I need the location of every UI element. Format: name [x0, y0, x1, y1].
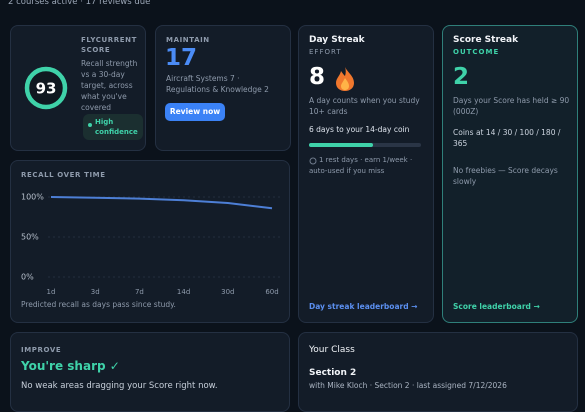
- score-streak-card: Score Streak OUTCOME 2 Days your Score h…: [442, 25, 578, 323]
- maintain-card: MAINTAIN 17 Aircraft Systems 7 · Regulat…: [155, 25, 291, 151]
- rest-days-text: 1 rest days · earn 1/week · auto-used if…: [309, 156, 413, 175]
- coins-text: Coins at 14 / 30 / 100 / 180 / 365: [453, 128, 561, 148]
- day-leaderboard-link[interactable]: Day streak leaderboard →: [309, 302, 418, 311]
- score-streak-title: Score Streak: [453, 35, 519, 45]
- maintain-label: MAINTAIN: [166, 36, 210, 44]
- score-gauge: 93: [24, 66, 68, 110]
- improve-description: No weak areas dragging your Score right …: [21, 381, 218, 391]
- confidence-text: High confidence: [95, 118, 138, 136]
- score-leaderboard-link[interactable]: Score leaderboard →: [453, 302, 540, 311]
- class-details: with Mike Kloch · Section 2 · last assig…: [309, 381, 507, 390]
- rest-icon: [309, 157, 317, 165]
- x-tick-label: 1d: [47, 288, 56, 296]
- recall-line: [50, 196, 273, 210]
- class-title: Your Class: [309, 345, 355, 355]
- day-streak-card: Day Streak EFFORT 8 A day counts when yo…: [298, 25, 434, 323]
- improve-headline: You're sharp ✓: [21, 359, 120, 373]
- x-tick-label: 60d: [265, 288, 278, 296]
- improve-card: IMPROVE You're sharp ✓ No weak areas dra…: [10, 332, 290, 412]
- class-card: Your Class Section 2 with Mike Kloch · S…: [298, 332, 578, 412]
- maintain-topics: Aircraft Systems 7 · Regulations & Knowl…: [166, 74, 269, 94]
- score-card: 93 FLYCURRENT SCORE Recall strength vs a…: [10, 25, 146, 151]
- day-streak-count: 8: [309, 64, 326, 90]
- improve-label: IMPROVE: [21, 346, 62, 354]
- progress-track: [309, 143, 421, 147]
- chart-caption: Predicted recall as days pass since stud…: [21, 300, 176, 309]
- coin-progress-text: 6 days to your 14-day coin: [309, 125, 410, 134]
- day-streak-kind: EFFORT: [309, 48, 342, 56]
- class-section: Section 2: [309, 368, 357, 378]
- score-streak-count: 2: [453, 64, 470, 90]
- y-tick-label: 0%: [21, 273, 34, 282]
- maintain-count: 17: [165, 45, 198, 71]
- y-tick-label: 50%: [21, 233, 39, 242]
- recall-chart: RECALL OVER TIME Predicted recall as day…: [21, 171, 281, 309]
- summary: 2 courses active · 17 reviews due: [8, 0, 151, 7]
- confidence-pill: High confidence: [83, 114, 143, 140]
- x-tick-label: 14d: [177, 288, 190, 296]
- review-button[interactable]: Review now: [165, 103, 225, 121]
- progress-fill: [309, 143, 373, 147]
- x-tick-label: 7d: [135, 288, 144, 296]
- chart-title: RECALL OVER TIME: [21, 171, 106, 179]
- recall-card: RECALL OVER TIME Predicted recall as day…: [10, 160, 290, 323]
- x-tick-label: 30d: [221, 288, 234, 296]
- gauge-ring: [24, 66, 68, 110]
- score-value: 93: [36, 80, 57, 98]
- x-tick-label: 3d: [91, 288, 100, 296]
- decay-text: No freebies — Score decays slowly: [453, 166, 558, 186]
- flame-icon: [336, 67, 354, 91]
- confidence-dot: [88, 123, 92, 127]
- score-streak-description: Days your Score has held ≥ 90 (000Z): [453, 96, 570, 116]
- y-tick-label: 100%: [21, 193, 44, 202]
- score-streak-kind: OUTCOME: [453, 48, 500, 56]
- day-streak-description: A day counts when you study 10+ cards: [309, 96, 420, 116]
- score-label: FLYCURRENT SCORE: [81, 36, 137, 54]
- score-description: Recall strength vs a 30-day target, acro…: [81, 59, 138, 112]
- day-streak-title: Day Streak: [309, 35, 365, 45]
